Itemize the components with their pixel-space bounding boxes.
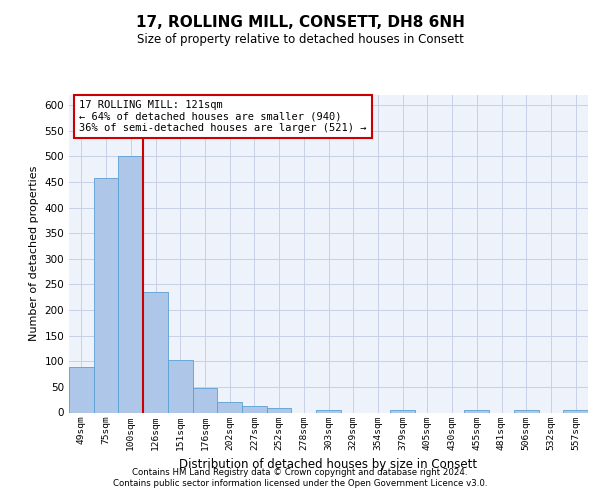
Bar [563, 410, 588, 412]
Bar [168, 360, 193, 412]
Text: 17, ROLLING MILL, CONSETT, DH8 6NH: 17, ROLLING MILL, CONSETT, DH8 6NH [136, 15, 464, 30]
X-axis label: Distribution of detached houses by size in Consett: Distribution of detached houses by size … [179, 458, 478, 471]
Bar [514, 410, 539, 412]
Bar [242, 406, 267, 412]
Bar [464, 410, 489, 412]
Bar [69, 367, 94, 412]
Bar [118, 156, 143, 412]
Bar [94, 178, 118, 412]
Text: Contains HM Land Registry data © Crown copyright and database right 2024.
Contai: Contains HM Land Registry data © Crown c… [113, 468, 487, 487]
Text: Size of property relative to detached houses in Consett: Size of property relative to detached ho… [137, 32, 463, 46]
Y-axis label: Number of detached properties: Number of detached properties [29, 166, 39, 342]
Bar [267, 408, 292, 412]
Bar [193, 388, 217, 412]
Bar [316, 410, 341, 412]
Bar [217, 402, 242, 412]
Bar [390, 410, 415, 412]
Bar [143, 292, 168, 412]
Text: 17 ROLLING MILL: 121sqm
← 64% of detached houses are smaller (940)
36% of semi-d: 17 ROLLING MILL: 121sqm ← 64% of detache… [79, 100, 367, 133]
